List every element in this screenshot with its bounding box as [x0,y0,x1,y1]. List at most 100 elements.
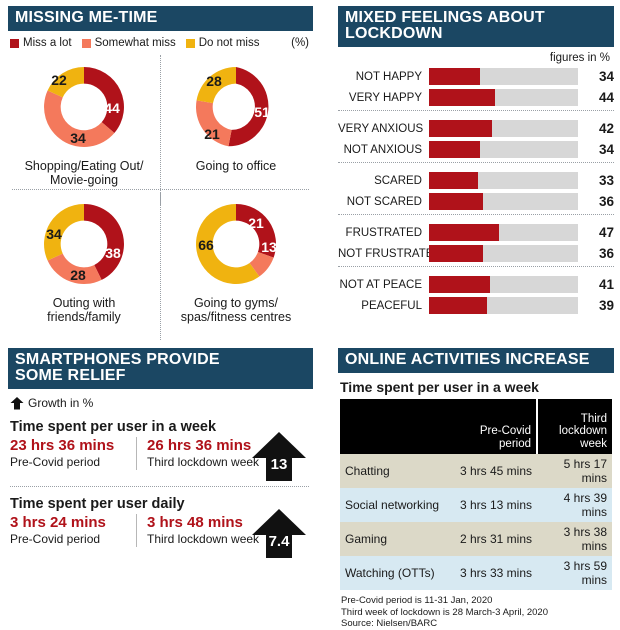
donut-gyms-svg: 21 13 66 [160,194,312,294]
cell-activity: Chatting [340,454,450,488]
bar-row: NOT HAPPY 34 [338,66,614,87]
bar-fill [429,89,495,106]
bar-row: NOT AT PEACE 41 [338,274,614,295]
svg-text:28: 28 [206,73,222,89]
bar-chart-unit-note: figures in % [549,52,610,64]
stat-key: Third lockdown week [147,455,260,469]
svg-text:13: 13 [261,239,277,255]
legend-label: Miss a lot [23,37,72,49]
bar-row: NOT FRUSTRATED 36 [338,243,614,264]
donut-gyms-spas-fitness: 21 13 66 Going to gyms/ spas/fitness cen… [160,190,312,324]
cell-third-lockdown: 5 hrs 17 mins [537,454,612,488]
table-row: Social networking 3 hrs 13 mins 4 hrs 39… [340,488,612,522]
svg-text:22: 22 [51,72,67,88]
smartphones-block-daily: 3 hrs 24 mins Pre-Covid period 3 hrs 48 … [8,509,313,558]
bar-value: 47 [598,225,614,240]
bar-group-divider [338,214,614,220]
legend-item-miss-a-lot: Miss a lot [10,37,72,49]
bar-fill [429,224,500,241]
stat-key: Pre-Covid period [10,532,101,546]
svg-text:28: 28 [70,267,86,283]
section-missing-me-time: MISSING ME-TIME Miss a lot Somewhat miss… [8,6,313,340]
bar-track [429,120,578,137]
bar-fill [429,141,480,158]
stat-third-lockdown-daily: 3 hrs 48 mins Third lockdown week [136,514,267,547]
bar-track [429,141,578,158]
donut-grid-vertical-divider [160,55,161,205]
bar-group: NOT AT PEACE 41 PEACEFUL 39 [338,274,614,316]
donut-chart-svg: 21 13 66 [195,204,277,284]
bar-value: 41 [598,277,614,292]
legend-label: Do not miss [198,37,260,49]
table-header-activity [340,399,450,454]
svg-text:34: 34 [70,130,86,146]
smartphones-block-heading-daily: Time spent per user daily [10,496,185,512]
cell-third-lockdown: 3 hrs 59 mins [537,556,612,590]
cell-activity: Gaming [340,522,450,556]
growth-legend: Growth in % [8,396,313,410]
donut-label: Going to office [195,159,277,173]
bar-fill [429,68,480,85]
bar-fill [429,193,483,210]
stat-value: 3 hrs 48 mins [147,514,243,531]
bar-label: NOT FRUSTRATED [338,247,429,260]
donut-grid-vertical-divider [160,192,161,340]
cell-activity: Social networking [340,488,450,522]
bar-group: VERY ANXIOUS 42 NOT ANXIOUS 34 [338,118,614,160]
cell-pre-covid: 3 hrs 33 mins [450,556,537,590]
bar-track [429,193,578,210]
bar-label: VERY ANXIOUS [338,122,424,135]
table-row: Watching (OTTs) 3 hrs 33 mins 3 hrs 59 m… [340,556,612,590]
donut-chart-grid: 44 34 22 Shopping/Eating Out/ Movie-goin… [8,53,313,340]
bar-row: FRUSTRATED 47 [338,222,614,243]
bar-label: PEACEFUL [361,299,422,312]
donut-office-svg: 51 21 28 [160,57,312,157]
donut-row: 38 28 34 Outing with friends/family [8,190,313,340]
donut-shopping-svg: 44 34 22 [8,57,160,157]
footnote-source: Source: Nielsen/BARC [341,618,438,629]
section-title-smartphones: SMARTPHONES PROVIDE SOME RELIEF [8,348,313,389]
bar-label: NOT AT PEACE [339,278,422,291]
bar-label: VERY HAPPY [348,91,422,104]
cell-pre-covid: 3 hrs 45 mins [450,454,537,488]
bar-group-divider [338,110,614,116]
table-row: Gaming 2 hrs 31 mins 3 hrs 38 mins [340,522,612,556]
donut-row: 44 34 22 Shopping/Eating Out/ Movie-goin… [8,53,313,187]
smartphones-block-heading-week: Time spent per user in a week [10,419,217,435]
bar-value: 36 [598,246,614,261]
bar-group-divider [338,162,614,168]
legend-swatch-icon [185,38,195,48]
bar-row: NOT ANXIOUS 34 [338,139,614,160]
up-arrow-icon [10,396,24,409]
bar-group: NOT HAPPY 34 VERY HAPPY 44 [338,66,614,108]
svg-text:34: 34 [46,226,62,242]
bar-track [429,245,578,262]
bar-track [429,224,578,241]
svg-text:51: 51 [254,104,270,120]
table-row: Chatting 3 hrs 45 mins 5 hrs 17 mins [340,454,612,488]
bar-track [429,68,578,85]
bar-fill [429,276,491,293]
legend-unit: (%) [291,37,309,49]
table-header-pre-covid: Pre-Covid period [450,399,537,454]
bar-label: NOT ANXIOUS [343,143,422,156]
stat-third-lockdown-week: 26 hrs 36 mins Third lockdown week [136,437,267,470]
footnote-lockdown: Third week of lockdown is 28 March-3 Apr… [341,606,548,618]
bar-row: SCARED 33 [338,170,614,191]
cell-pre-covid: 3 hrs 13 mins [450,488,537,522]
growth-badge-value: 7.4 [268,533,290,550]
svg-text:44: 44 [104,100,120,116]
table-header-third-lockdown: Third lockdown week [536,399,612,454]
cell-third-lockdown: 4 hrs 39 mins [537,488,612,522]
footnote-pre-covid: Pre-Covid period is 11-31 Jan, 2020 [341,595,493,606]
section-title-missing-me-time: MISSING ME-TIME [8,6,313,31]
donut-label: Shopping/Eating Out/ Movie-going [24,159,144,187]
bar-label: FRUSTRATED [345,226,422,239]
growth-legend-label: Growth in % [28,396,94,410]
section-online-activities: ONLINE ACTIVITIES INCREASE Time spent pe… [338,348,614,629]
online-activities-subtitle: Time spent per user in a week [340,379,539,395]
legend-label: Somewhat miss [94,37,176,49]
stat-value: 23 hrs 36 mins [10,437,115,454]
table-header-row: Pre-Covid period Third lockdown week [340,399,612,454]
stat-key: Pre-Covid period [10,455,101,469]
